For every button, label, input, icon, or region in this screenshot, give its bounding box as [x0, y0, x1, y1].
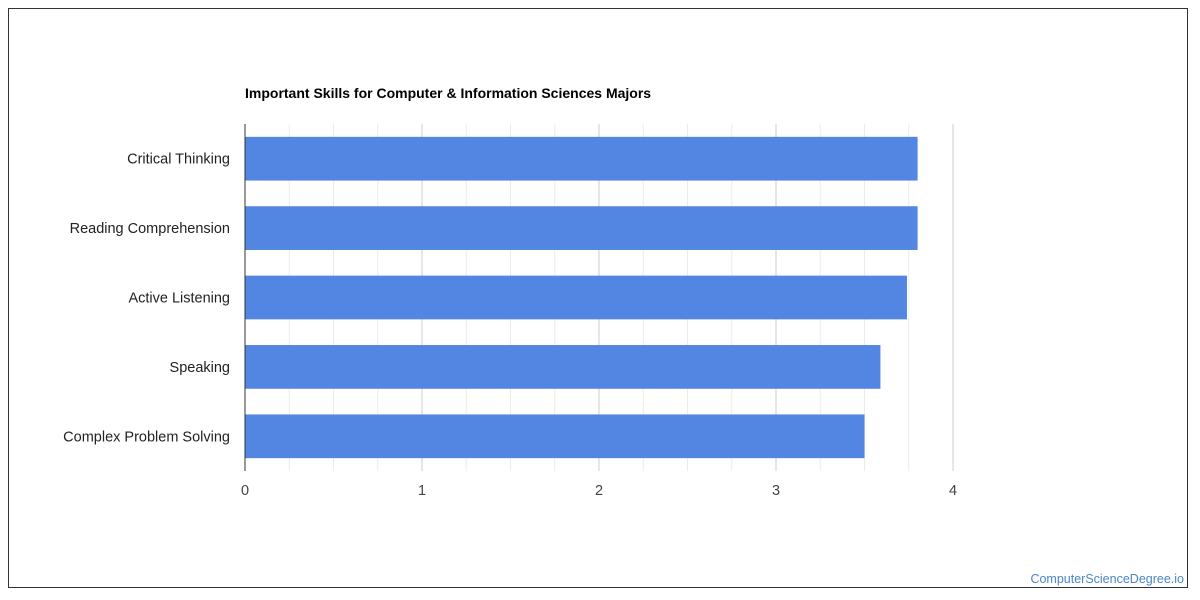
x-tick-label: 1	[418, 483, 426, 499]
x-tick-label: 3	[772, 483, 780, 499]
category-label: Complex Problem Solving	[63, 429, 230, 445]
bar	[245, 206, 918, 250]
x-tick-labels: 0 1 2 3 4	[241, 483, 957, 499]
x-tick-label: 4	[949, 483, 957, 499]
category-labels: Critical Thinking Reading Comprehension Ac…	[63, 152, 230, 446]
chart-title: Important Skills for Computer & Informat…	[245, 85, 652, 101]
category-label: Reading Comprehension	[70, 221, 230, 237]
bar	[245, 345, 881, 389]
category-label: Critical Thinking	[127, 152, 230, 168]
x-tick-label: 2	[595, 483, 603, 499]
bar	[245, 275, 907, 320]
bar	[245, 136, 918, 181]
x-tick-label: 0	[241, 483, 249, 499]
bar	[245, 414, 865, 459]
source-link[interactable]: ComputerScienceDegree.io	[1030, 572, 1184, 586]
category-label: Active Listening	[128, 291, 230, 307]
category-label: Speaking	[170, 360, 230, 376]
bars	[245, 136, 918, 459]
